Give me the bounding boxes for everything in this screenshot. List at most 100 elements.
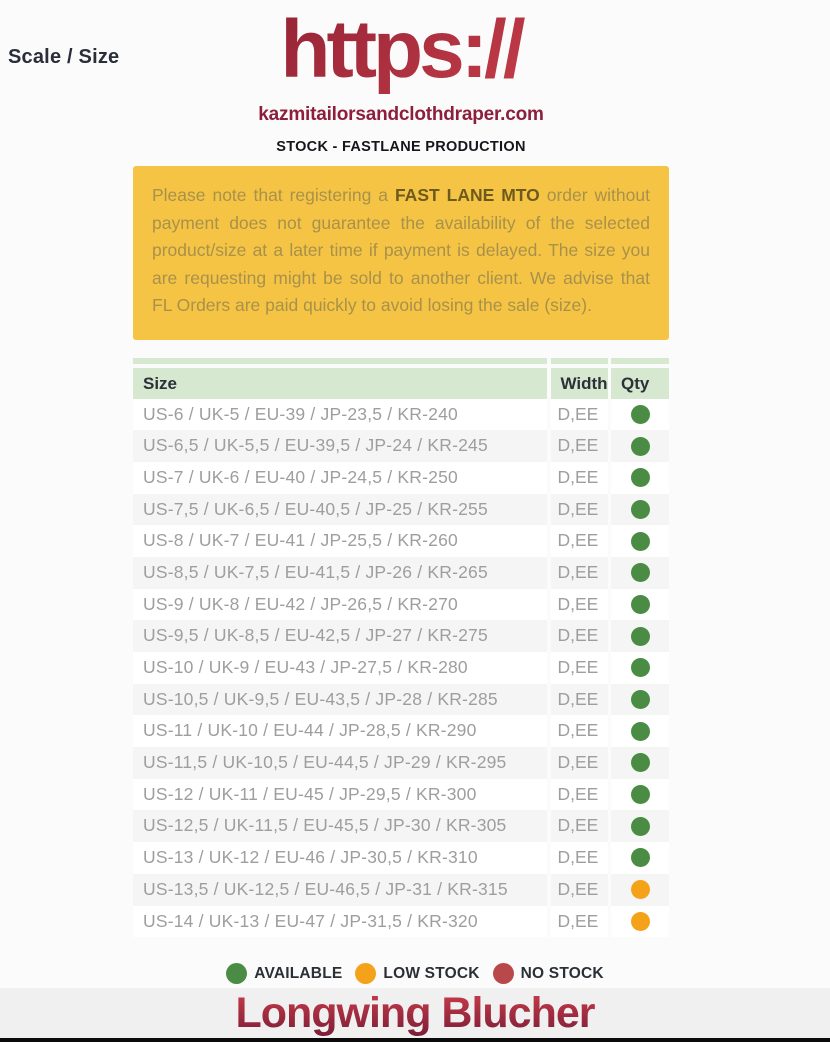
strip-segment: [550, 357, 608, 364]
stock-dot-available: [630, 563, 650, 583]
width-cell: D,EE: [550, 461, 608, 494]
size-cell: US-11 / UK-10 / EU-44 / JP-28,5 / KR-290: [133, 715, 547, 748]
size-cell: US-9,5 / UK-8,5 / EU-42,5 / JP-27 / KR-2…: [133, 620, 547, 653]
width-cell: D,EE: [550, 620, 608, 653]
table-row: US-11 / UK-10 / EU-44 / JP-28,5 / KR-290…: [133, 715, 669, 748]
qty-cell: [611, 683, 669, 716]
width-cell: D,EE: [550, 905, 608, 938]
size-cell: US-13,5 / UK-12,5 / EU-46,5 / JP-31 / KR…: [133, 873, 547, 906]
width-cell: D,EE: [550, 842, 608, 874]
qty-cell: [611, 620, 669, 653]
table-row: US-13 / UK-12 / EU-46 / JP-30,5 / KR-310…: [133, 842, 669, 874]
table-row: US-9,5 / UK-8,5 / EU-42,5 / JP-27 / KR-2…: [133, 620, 669, 653]
table-row: US-6,5 / UK-5,5 / EU-39,5 / JP-24 / KR-2…: [133, 430, 669, 462]
width-cell: D,EE: [550, 747, 608, 779]
table-top-strip: [133, 357, 669, 364]
stock-dot-available: [630, 499, 650, 519]
table-row: US-12 / UK-11 / EU-45 / JP-29,5 / KR-300…: [133, 778, 669, 811]
https-logo: https://: [133, 0, 669, 97]
table-row: US-10,5 / UK-9,5 / EU-43,5 / JP-28 / KR-…: [133, 683, 669, 716]
product-title: Longwing Blucher: [235, 988, 595, 1037]
qty-cell: [611, 461, 669, 494]
table-row: US-9 / UK-8 / EU-42 / JP-26,5 / KR-270 D,…: [133, 588, 669, 621]
header-cell-qty: Qty: [611, 367, 669, 399]
qty-cell: [611, 430, 669, 462]
qty-cell: [611, 810, 669, 843]
size-cell: US-12,5 / UK-11,5 / EU-45,5 / JP-30 / KR…: [133, 810, 547, 843]
stock-dot-available: [630, 848, 650, 868]
stock-dot-available: [630, 436, 650, 456]
stock-dot-available: [630, 816, 650, 836]
table-row: US-10 / UK-9 / EU-43 / JP-27,5 / KR-280 D…: [133, 652, 669, 684]
stock-dot-available: [630, 753, 650, 773]
qty-cell: [611, 398, 669, 431]
strip-segment: [611, 357, 669, 364]
bottom-bar: [0, 1038, 830, 1042]
stock-dot-available: [630, 626, 650, 646]
notice-text-suffix: order without payment does not guarantee…: [152, 185, 650, 315]
qty-cell: [611, 556, 669, 589]
width-cell: D,EE: [550, 873, 608, 906]
legend-item-no_stock: NO STOCK: [492, 963, 604, 985]
qty-cell: [611, 747, 669, 779]
stock-dot-available: [630, 531, 650, 551]
legend-dot-no_stock: [492, 963, 514, 985]
width-cell: D,EE: [550, 778, 608, 811]
legend-label: LOW STOCK: [383, 964, 480, 982]
size-cell: US-13 / UK-12 / EU-46 / JP-30,5 / KR-310: [133, 842, 547, 874]
size-table-body: US-6 / UK-5 / EU-39 / JP-23,5 / KR-240 D,…: [133, 398, 669, 938]
stock-dot-available: [630, 785, 650, 805]
size-cell: US-10 / UK-9 / EU-43 / JP-27,5 / KR-280: [133, 652, 547, 684]
size-cell: US-14 / UK-13 / EU-47 / JP-31,5 / KR-320: [133, 905, 547, 938]
stock-dot-available: [630, 594, 650, 614]
scale-size-label: Scale / Size: [8, 46, 120, 68]
stock-legend: AVAILABLE LOW STOCK NO STOCK: [0, 963, 830, 985]
size-cell: US-9 / UK-8 / EU-42 / JP-26,5 / KR-270: [133, 588, 547, 621]
stock-subtitle: STOCK - FASTLANE PRODUCTION: [276, 139, 526, 155]
qty-cell: [611, 873, 669, 906]
size-cell: US-8 / UK-7 / EU-41 / JP-25,5 / KR-260: [133, 525, 547, 557]
stock-dot-low_stock: [630, 880, 650, 900]
width-cell: D,EE: [550, 398, 608, 431]
footer-band: Longwing Blucher: [0, 988, 830, 1038]
table-row: US-7,5 / UK-6,5 / EU-40,5 / JP-25 / KR-2…: [133, 493, 669, 526]
width-cell: D,EE: [550, 652, 608, 684]
notice-box: Please note that registering a FAST LANE…: [133, 166, 669, 340]
header-cell-width: Width: [550, 367, 608, 399]
table-row: US-6 / UK-5 / EU-39 / JP-23,5 / KR-240 D,…: [133, 398, 669, 431]
width-cell: D,EE: [550, 588, 608, 621]
qty-cell: [611, 493, 669, 526]
table-row: US-8 / UK-7 / EU-41 / JP-25,5 / KR-260 D,…: [133, 525, 669, 557]
table-row: US-8,5 / UK-7,5 / EU-41,5 / JP-26 / KR-2…: [133, 556, 669, 589]
fast-lane-highlight: FAST LANE MTO: [394, 185, 540, 205]
stock-dot-available: [630, 721, 650, 741]
qty-cell: [611, 842, 669, 874]
legend-label: AVAILABLE: [254, 964, 343, 982]
table-row: US-11,5 / UK-10,5 / EU-44,5 / JP-29 / KR…: [133, 747, 669, 779]
qty-cell: [611, 525, 669, 557]
legend-dot-low_stock: [355, 963, 377, 985]
size-cell: US-11,5 / UK-10,5 / EU-44,5 / JP-29 / KR…: [133, 747, 547, 779]
legend-item-low_stock: LOW STOCK: [355, 963, 480, 985]
qty-cell: [611, 905, 669, 938]
stock-dot-available: [630, 690, 650, 710]
width-cell: D,EE: [550, 715, 608, 748]
size-table: Size Width Qty US-6 / UK-5 / EU-39 / JP-…: [133, 357, 669, 938]
qty-cell: [611, 652, 669, 684]
size-cell: US-6,5 / UK-5,5 / EU-39,5 / JP-24 / KR-2…: [133, 430, 547, 462]
width-cell: D,EE: [550, 430, 608, 462]
size-cell: US-10,5 / UK-9,5 / EU-43,5 / JP-28 / KR-…: [133, 683, 547, 716]
table-row: US-13,5 / UK-12,5 / EU-46,5 / JP-31 / KR…: [133, 873, 669, 906]
notice-text-prefix: Please note that registering a: [152, 185, 395, 205]
legend-item-available: AVAILABLE: [226, 963, 343, 985]
legend-label: NO STOCK: [520, 964, 604, 982]
size-cell: US-7,5 / UK-6,5 / EU-40,5 / JP-25 / KR-2…: [133, 493, 547, 526]
width-cell: D,EE: [550, 810, 608, 843]
stock-dot-available: [630, 404, 650, 424]
size-cell: US-12 / UK-11 / EU-45 / JP-29,5 / KR-300: [133, 778, 547, 811]
table-header: Size Width Qty: [133, 367, 669, 399]
table-row: US-12,5 / UK-11,5 / EU-45,5 / JP-30 / KR…: [133, 810, 669, 843]
width-cell: D,EE: [550, 556, 608, 589]
qty-cell: [611, 588, 669, 621]
